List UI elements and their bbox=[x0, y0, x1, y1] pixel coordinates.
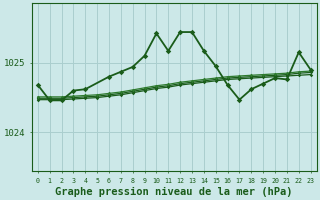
X-axis label: Graphe pression niveau de la mer (hPa): Graphe pression niveau de la mer (hPa) bbox=[55, 186, 293, 197]
